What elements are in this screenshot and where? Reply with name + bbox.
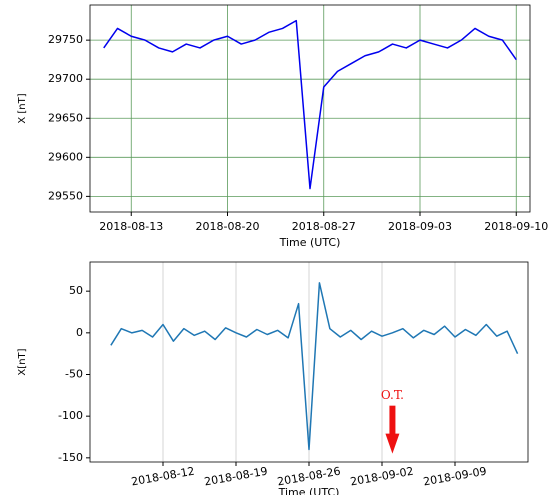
x-tick-label: 2018-08-26 <box>276 465 341 489</box>
y-tick-label: 50 <box>69 284 83 297</box>
y-tick-label: 29700 <box>48 72 83 85</box>
data-line <box>110 282 519 451</box>
x-tick-label: 2018-08-13 <box>99 220 163 233</box>
x-axis-label: Time (UTC) <box>278 486 340 495</box>
annotation-arrow-head <box>385 433 400 454</box>
y-tick-label: 29600 <box>48 150 83 163</box>
plot-frame <box>89 4 531 213</box>
x-tick-label: 2018-08-19 <box>203 465 268 489</box>
data-line <box>103 19 517 190</box>
annotation-text: O.T. <box>381 388 404 402</box>
x-tick-label: 2018-09-09 <box>422 465 487 489</box>
y-tick-label: 29750 <box>48 33 83 46</box>
y-tick-label: 29550 <box>48 189 83 202</box>
plot-frame <box>89 261 529 463</box>
x-tick-label: 2018-08-20 <box>196 220 260 233</box>
x-axis-label: Time (UTC) <box>279 236 341 249</box>
y-axis-label: X[nT] <box>17 348 28 375</box>
x-tick-label: 2018-08-27 <box>292 220 356 233</box>
y-axis-label: X [nT] <box>17 93 28 123</box>
y-tick-label: -50 <box>65 368 83 381</box>
y-tick-label: -100 <box>58 409 83 422</box>
x-tick-label: 2018-09-02 <box>349 465 414 489</box>
annotation-arrow-shaft <box>389 405 396 436</box>
y-tick-label: 29650 <box>48 111 83 124</box>
y-tick-label: 0 <box>76 326 83 339</box>
x-tick-label: 2018-09-10 <box>484 220 548 233</box>
x-tick-label: 2018-09-03 <box>388 220 452 233</box>
y-tick-label: -150 <box>58 451 83 464</box>
x-tick-label: 2018-08-12 <box>130 465 195 489</box>
